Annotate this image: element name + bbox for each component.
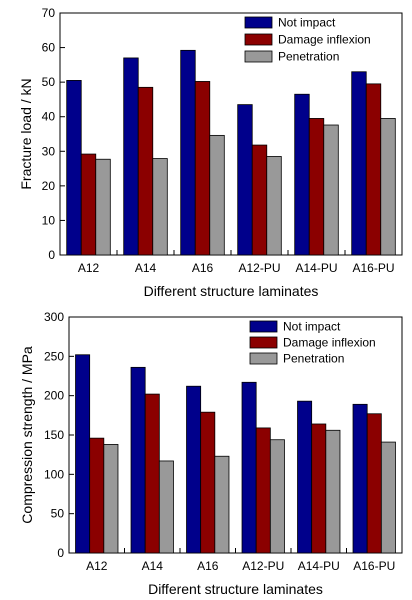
- bar-penetration-a16-pu: [380, 441, 396, 554]
- bar-penetration-a14-pu: [323, 124, 339, 256]
- legend-label: Penetration: [283, 352, 344, 366]
- bar-damage-inflexion-a12-pu: [251, 144, 268, 256]
- fracture-load-chart: 0 10 20 30 40 50 60 70 A12 A14 A16 A12-PU A14-PU A16…: [18, 6, 403, 299]
- y-tick-label: 30: [42, 144, 56, 158]
- y-tick-label: 20: [42, 179, 56, 193]
- bar-damage-inflexion-a16-pu: [366, 413, 382, 554]
- bar-damage-inflexion-a14: [137, 86, 154, 256]
- x-axis-ticks: A12 A14 A16 A12-PU A14-PU A16-PU: [86, 548, 395, 573]
- x-tick-label: A12: [78, 261, 100, 275]
- y-tick-label: 50: [51, 507, 65, 521]
- bar-penetration-a12-pu: [266, 156, 282, 256]
- bar-damage-inflexion-a14-pu: [308, 118, 325, 256]
- x-tick-label: A14: [135, 261, 157, 275]
- bar-damage-inflexion-a16: [200, 411, 216, 554]
- y-tick-label: 250: [44, 349, 64, 363]
- bar-not-impact-a16-pu: [351, 71, 367, 256]
- bar-penetration-a12: [95, 158, 111, 256]
- x-tick-label: A16: [197, 559, 219, 573]
- y-tick-label: 40: [42, 110, 56, 124]
- bar-not-impact-a16: [180, 49, 196, 256]
- x-axis-label: Different structure laminates: [144, 283, 319, 299]
- bar-penetration-a16: [214, 455, 230, 554]
- bar-not-impact-a14-pu: [294, 93, 310, 256]
- bar-not-impact-a12: [66, 80, 82, 256]
- y-tick-label: 10: [42, 213, 56, 227]
- bar-penetration-a14: [152, 158, 168, 256]
- bar-marks: [66, 49, 396, 256]
- y-tick-label: 300: [44, 310, 64, 324]
- bar-damage-inflexion-a16-pu: [365, 83, 382, 256]
- y-tick-label: 60: [42, 41, 56, 55]
- x-tick-label: A16-PU: [352, 261, 394, 275]
- x-axis-label: Different structure laminates: [148, 581, 323, 597]
- bar-penetration-a12: [103, 444, 119, 554]
- bar-damage-inflexion-a16: [194, 81, 211, 256]
- x-tick-label: A14-PU: [298, 559, 340, 573]
- legend-label: Damage inflexion: [278, 33, 371, 47]
- x-axis-ticks: A12 A14 A16 A12-PU A14-PU A16-PU: [78, 250, 395, 275]
- y-axis-ticks: 0 50 100 150 200 250 300: [44, 310, 74, 560]
- bar-not-impact-a12: [75, 354, 91, 554]
- bar-penetration-a12-pu: [269, 439, 285, 554]
- legend-swatch: [244, 16, 273, 29]
- y-tick-label: 200: [44, 389, 64, 403]
- bar-not-impact-a16: [186, 385, 202, 554]
- y-tick-label: 0: [57, 546, 64, 560]
- x-tick-label: A16-PU: [353, 559, 395, 573]
- bar-marks: [75, 354, 396, 554]
- y-axis-ticks: 0 10 20 30 40 50 60 70: [42, 6, 65, 262]
- bar-damage-inflexion-a14-pu: [311, 423, 327, 554]
- bar-not-impact-a12-pu: [237, 104, 253, 256]
- bar-penetration-a16-pu: [380, 118, 396, 256]
- bar-damage-inflexion-a12-pu: [255, 427, 271, 554]
- legend-label: Not impact: [278, 16, 336, 30]
- x-tick-label: A16: [192, 261, 214, 275]
- y-tick-label: 100: [44, 467, 64, 481]
- x-tick-label: A12: [86, 559, 108, 573]
- plot-frame: [68, 316, 403, 554]
- y-tick-label: 50: [42, 75, 56, 89]
- y-axis-label: Compression strength / MPa: [19, 346, 35, 524]
- bar-damage-inflexion-a14: [144, 393, 160, 554]
- bar-penetration-a16: [209, 134, 225, 256]
- legend: Not impact Damage inflexion Penetration: [249, 320, 376, 366]
- bar-not-impact-a16-pu: [352, 403, 368, 554]
- legend-label: Not impact: [283, 320, 341, 334]
- x-tick-label: A12-PU: [242, 559, 284, 573]
- plot-frame: [59, 12, 403, 256]
- legend-swatch: [249, 320, 278, 333]
- legend-label: Penetration: [278, 50, 339, 64]
- y-axis-label: Fracture load / kN: [18, 78, 34, 189]
- bar-penetration-a14-pu: [325, 429, 341, 554]
- bar-not-impact-a14: [123, 57, 139, 256]
- bar-damage-inflexion-a12: [80, 153, 97, 256]
- bar-not-impact-a14: [130, 366, 146, 554]
- legend-swatch: [249, 336, 278, 349]
- y-tick-label: 150: [44, 428, 64, 442]
- compression-strength-chart: 0 50 100 150 200 250 300 A12 A14 A16 A12-PU A14-PU…: [19, 310, 403, 597]
- legend-swatch: [244, 33, 273, 46]
- x-tick-label: A14-PU: [295, 261, 337, 275]
- bar-penetration-a14: [158, 460, 174, 554]
- bar-not-impact-a12-pu: [241, 381, 257, 554]
- legend-swatch: [244, 50, 273, 63]
- legend: Not impact Damage inflexion Penetration: [244, 16, 371, 64]
- x-tick-label: A14: [142, 559, 164, 573]
- legend-label: Damage inflexion: [283, 336, 376, 350]
- bar-not-impact-a14-pu: [297, 400, 313, 554]
- bar-damage-inflexion-a12: [89, 437, 105, 554]
- y-tick-label: 70: [42, 6, 56, 20]
- legend-swatch: [249, 352, 278, 365]
- y-tick-label: 0: [48, 248, 55, 262]
- x-tick-label: A12-PU: [238, 261, 280, 275]
